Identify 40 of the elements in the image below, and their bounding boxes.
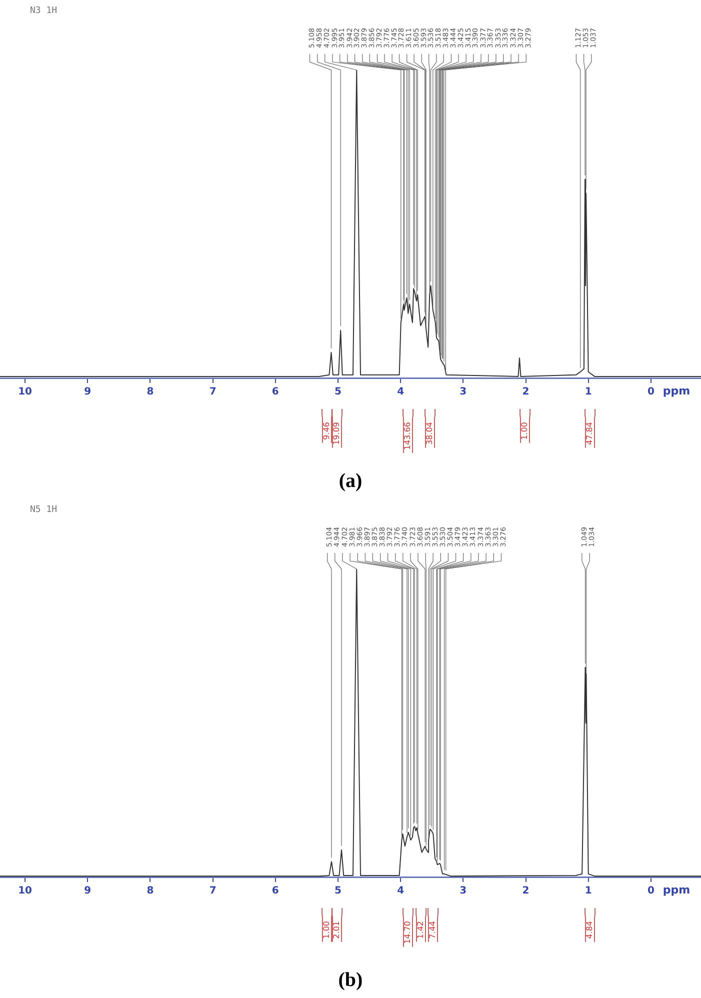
x-tick-label: 1 [584,386,592,398]
text: 19.09 [332,422,342,445]
x-tick-label: 9 [84,386,92,398]
text: 4.84 [585,921,594,939]
x-tick-label: 6 [272,386,279,398]
x-tick-label: 5 [334,886,342,897]
chart-title: N3 1H [30,6,58,16]
x-tick-label: 7 [209,886,216,897]
text: 7.44 [428,921,438,939]
text: 1.00 [520,422,530,440]
text: (a) [338,469,364,494]
x-tick-label: 2 [522,886,530,897]
x-tick-label: 2 [522,386,530,398]
text: 1.00 [322,921,332,939]
x-tick-label: 5 [334,386,342,398]
x-tick-label: 0 [647,386,654,398]
x-tick-label: 4 [397,886,404,897]
x-axis-title: ppm [662,883,690,896]
x-tick-label: 8 [146,386,154,398]
text: 143.66 [403,422,412,450]
x-tick-label: 3 [460,386,467,398]
text: 14.70 [403,920,412,944]
x-tick-label: 1 [584,886,592,897]
x-axis-title: ppm [662,384,690,398]
x-tick-label: 7 [209,386,216,398]
text: 9.46 [322,422,332,440]
x-tick-label: 10 [18,886,32,897]
chart-title: N5 1H [30,504,58,515]
text: 38.04 [425,422,434,445]
x-tick-label: 9 [84,886,92,897]
x-tick-label: 0 [647,886,654,897]
x-tick-label: 4 [397,386,404,398]
text: 1.42 [416,921,426,939]
x-tick-label: 10 [18,386,32,398]
text: (b) [337,968,364,993]
x-tick-label: 3 [460,886,467,897]
text: 47.84 [585,422,594,445]
x-tick-label: 8 [146,886,154,897]
text: 2.01 [332,921,342,939]
x-tick-label: 6 [272,886,279,897]
